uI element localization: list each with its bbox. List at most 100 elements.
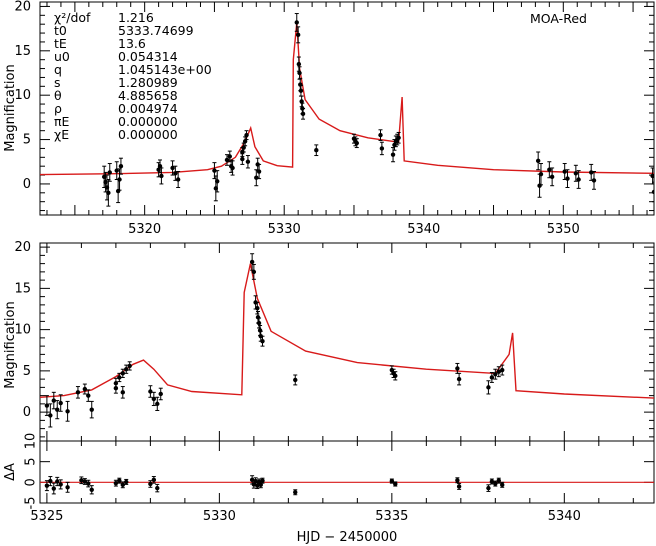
data-point — [48, 478, 53, 484]
data-point — [213, 186, 219, 191]
data-point — [257, 328, 263, 333]
data-point — [493, 371, 498, 377]
param-value: 13.6 — [118, 36, 146, 51]
model-curve — [40, 263, 654, 399]
data-point — [158, 391, 163, 397]
param-name: χE — [54, 127, 69, 142]
param-value: 4.885658 — [118, 88, 178, 103]
middle-panel: 0 5 10 15 20 — [14, 240, 654, 441]
data-point — [114, 168, 119, 173]
data-point — [89, 487, 94, 492]
data-point — [65, 409, 70, 414]
data-point — [212, 168, 217, 173]
data-point — [379, 146, 385, 151]
data-point — [127, 363, 132, 369]
param-name: ρ — [54, 101, 62, 116]
data-point — [296, 61, 302, 67]
data-point — [260, 338, 265, 344]
data-point — [393, 481, 398, 487]
top-ylabel: Magnification — [3, 64, 18, 152]
data-point — [295, 32, 301, 38]
data-point — [58, 400, 63, 406]
data-point — [293, 490, 298, 495]
data-point — [244, 132, 249, 138]
data-point — [651, 189, 654, 195]
data-point — [120, 482, 125, 488]
data-point — [486, 385, 491, 390]
param-value: 0.004974 — [118, 101, 178, 116]
data-point — [155, 485, 160, 491]
data-point — [455, 366, 460, 371]
data-point — [124, 367, 129, 372]
data-point — [155, 401, 160, 407]
data-point — [256, 169, 262, 174]
data-point — [591, 178, 597, 183]
param-value: 0.000000 — [118, 127, 178, 142]
data-point — [390, 152, 396, 157]
middle-panel-frame — [39, 242, 655, 442]
param-name: u0 — [54, 49, 70, 64]
data-point — [493, 481, 498, 486]
data-point — [82, 479, 88, 484]
param-name: θ — [54, 88, 62, 103]
data-point — [393, 373, 398, 379]
data-point — [589, 170, 594, 175]
data-point — [151, 477, 157, 483]
data-point — [249, 259, 255, 265]
data-point — [535, 158, 541, 164]
data-point — [227, 154, 232, 159]
top-panel: 0 5 10 15 20 5320 5330 5340 5350 — [14, 0, 654, 237]
data-point — [89, 407, 94, 412]
top-panel-frame — [39, 1, 655, 216]
data-point — [245, 159, 251, 164]
data-point — [489, 375, 495, 380]
data-point — [107, 170, 112, 175]
param-value: 5333.74699 — [118, 23, 194, 38]
data-point — [300, 111, 306, 117]
data-point — [148, 389, 153, 394]
data-point — [75, 390, 81, 395]
data-point — [253, 478, 258, 484]
data-point — [106, 190, 111, 196]
plot-area — [40, 13, 654, 207]
data-point — [396, 135, 401, 140]
data-point — [241, 145, 246, 150]
data-point — [58, 482, 63, 487]
y-tick-label: 5 — [24, 458, 39, 466]
data-point — [576, 177, 581, 182]
data-point — [120, 390, 125, 395]
data-point — [118, 163, 124, 169]
param-name: πE — [54, 114, 70, 129]
param-name: s — [54, 75, 61, 90]
data-point — [294, 20, 299, 25]
data-point — [254, 175, 259, 180]
x-tick-label: 5325 — [30, 509, 63, 524]
x-tick-label: 5330 — [268, 222, 301, 237]
data-point — [148, 481, 153, 487]
x-tick-label: 5330 — [203, 509, 236, 524]
data-point — [48, 413, 53, 418]
data-point — [455, 478, 460, 483]
data-point — [354, 140, 359, 146]
data-point — [500, 482, 505, 488]
data-point — [44, 483, 50, 488]
x-tick-label: 5320 — [128, 222, 161, 237]
x-tick-label: 5340 — [407, 222, 440, 237]
data-point — [51, 486, 56, 491]
model-curve — [40, 22, 654, 176]
y-tick-label: 20 — [14, 240, 31, 255]
data-point — [65, 485, 70, 490]
param-name: t0 — [54, 23, 67, 38]
param-value: 1.280989 — [118, 75, 178, 90]
data-point — [240, 156, 245, 162]
data-point — [228, 163, 234, 169]
data-point — [562, 169, 567, 174]
data-point — [549, 174, 555, 180]
data-point — [650, 173, 654, 179]
residual-ylabel: ΔA — [3, 463, 18, 481]
data-point — [256, 320, 262, 326]
param-value: 0.000000 — [118, 114, 178, 129]
data-point — [79, 478, 84, 483]
data-point — [55, 479, 60, 484]
